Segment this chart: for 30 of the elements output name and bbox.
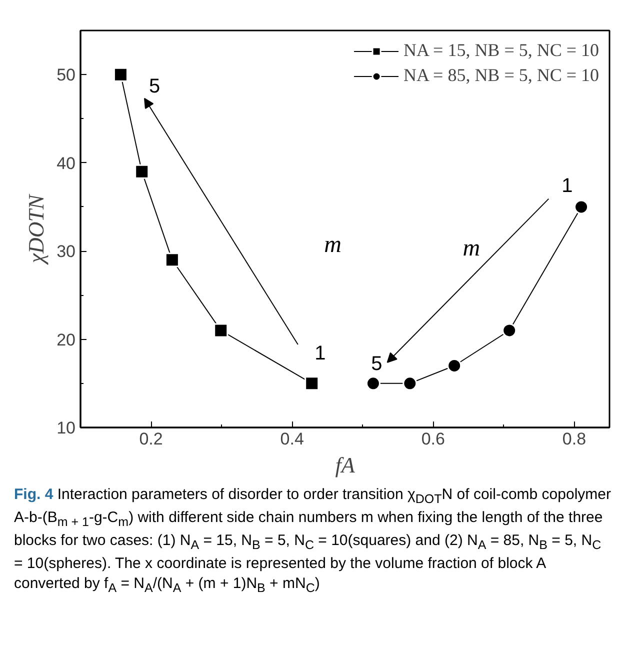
x-tick-label: 0.4 <box>280 430 304 448</box>
point <box>164 252 180 268</box>
annotation: 1 <box>314 342 326 364</box>
text: Fig. 4 Interaction parameters of disorder to order transition χ$_{DOT}$N of coil-comb copolymer A-b-(B$_{m + 1}$-g-C$_{m}$) with different side chain numbers m when fixing the length of the three blocks for two cases: (1) N$_{A}$ = 15, N$_{B}$ = 5, N$_{C}$ = 10(squares) and (2) N$_{A}$ = 85, N$_{B}$ = 5, N$_{C}$ = 10(spheres). The x coordinate is represented by the volume fraction of block A converted by f$_{A}$ = N$_{A}$/(N$_{A}$ + (m + 1)N$_{B}$ + mN$_{C}$) <box>14 486 611 595</box>
x-tick-label: 0.2 <box>139 430 163 448</box>
x-tick-label: 0.8 <box>562 430 586 448</box>
y-tick-label: 10 <box>56 418 76 438</box>
point <box>134 164 150 179</box>
legend-label: NA = 85, NB = 5, NC = 10 <box>404 65 599 86</box>
x-axis-title: fA <box>335 452 356 478</box>
annotation: m <box>462 235 480 262</box>
y-tick-label: 30 <box>56 242 76 262</box>
y-tick-label: 50 <box>56 66 76 85</box>
annotation: m <box>324 232 342 258</box>
legend-label: NA = 15, NB = 5, NC = 10 <box>404 40 599 61</box>
y-tick-label: 20 <box>56 330 76 350</box>
point <box>447 358 462 373</box>
point <box>304 376 320 391</box>
point <box>214 323 228 338</box>
annotation: 5 <box>371 353 382 376</box>
point <box>574 200 589 214</box>
annotation: 5 <box>149 75 160 98</box>
x-tick-label: 0.6 <box>421 430 445 448</box>
point <box>402 376 418 391</box>
annotation: 1 <box>562 174 573 197</box>
y-axis-title: χDOTN <box>24 193 49 266</box>
point <box>502 323 517 338</box>
point <box>366 376 380 391</box>
y-tick-label: 40 <box>56 154 76 173</box>
point <box>113 67 128 82</box>
